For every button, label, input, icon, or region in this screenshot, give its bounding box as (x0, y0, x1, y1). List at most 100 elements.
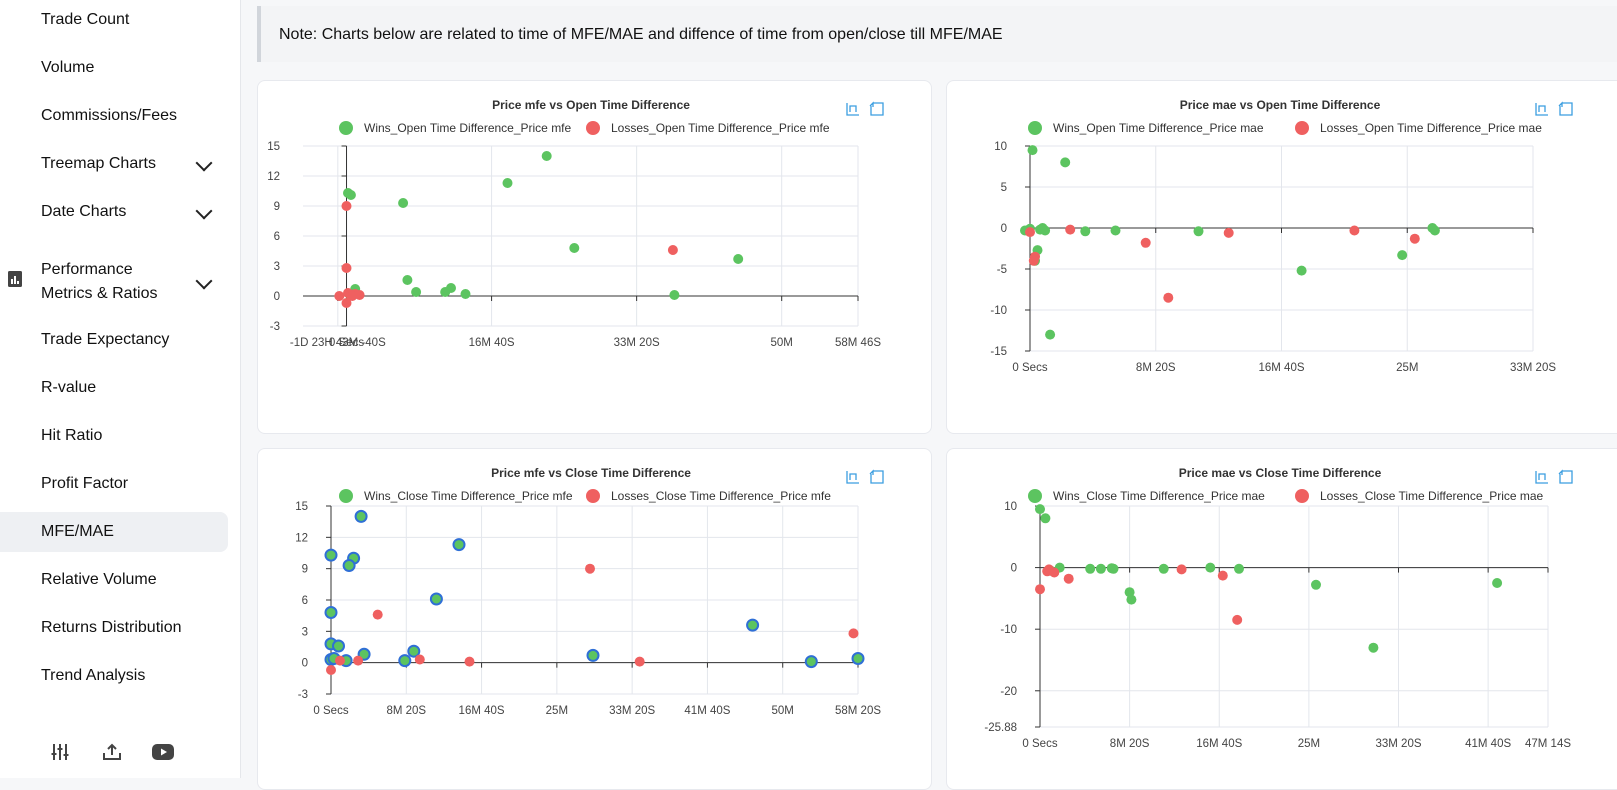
sidebar-item-treemap-charts[interactable]: Treemap Charts (0, 144, 228, 184)
data-point[interactable] (341, 263, 352, 273)
data-point[interactable] (452, 538, 466, 552)
data-point[interactable] (1063, 573, 1074, 584)
data-point[interactable] (541, 151, 552, 161)
sidebar-item-r-value[interactable]: R-value (0, 368, 228, 408)
sidebar-item-commissions-fees[interactable]: Commissions/Fees (0, 96, 228, 136)
legend-item-wins[interactable]: Wins_Open Time Difference_Price mae (1028, 121, 1264, 135)
data-point[interactable] (398, 198, 409, 208)
data-point[interactable] (1035, 504, 1045, 515)
data-point[interactable] (804, 655, 818, 669)
data-point[interactable] (848, 628, 859, 639)
data-point[interactable] (354, 509, 368, 523)
data-point[interactable] (345, 190, 356, 200)
data-point[interactable] (1158, 563, 1169, 574)
legend-item-losses[interactable]: Losses_Close Time Difference_Price mae (1295, 489, 1544, 503)
data-point[interactable] (502, 178, 513, 188)
data-point[interactable] (334, 291, 345, 301)
data-point[interactable] (586, 648, 600, 662)
data-point[interactable] (1223, 227, 1234, 238)
data-point[interactable] (398, 654, 412, 668)
zoom-icon[interactable] (846, 471, 859, 484)
zoom-reset-icon[interactable] (1558, 101, 1573, 116)
data-point[interactable] (1311, 579, 1321, 590)
sidebar-item-date-charts[interactable]: Date Charts (0, 192, 228, 232)
data-point[interactable] (411, 287, 422, 297)
sidebar-item-trade-count[interactable]: Trade Count (0, 0, 228, 40)
data-point[interactable] (332, 639, 345, 653)
data-point[interactable] (1025, 227, 1035, 238)
sidebar-item-mfe-mae[interactable]: MFE/MAE (0, 512, 228, 552)
legend-item-wins[interactable]: Wins_Close Time Difference_Price mfe (339, 489, 573, 503)
data-point[interactable] (669, 290, 680, 300)
data-point[interactable] (1110, 225, 1121, 236)
sidebar-item-volume[interactable]: Volume (0, 48, 228, 88)
data-point[interactable] (464, 656, 475, 667)
zoom-reset-icon[interactable] (1558, 469, 1573, 484)
data-point[interactable] (1140, 237, 1151, 248)
data-point[interactable] (460, 289, 471, 299)
data-point[interactable] (585, 563, 595, 574)
data-point[interactable] (402, 275, 413, 285)
sidebar-item-returns-distribution[interactable]: Returns Distribution (0, 608, 228, 648)
data-point[interactable] (341, 201, 352, 211)
data-point[interactable] (335, 655, 345, 666)
data-point[interactable] (1368, 642, 1379, 653)
data-point[interactable] (1042, 566, 1053, 577)
data-point[interactable] (1060, 157, 1071, 168)
zoom-reset-icon[interactable] (869, 101, 884, 116)
data-point[interactable] (1126, 594, 1137, 605)
data-point[interactable] (569, 243, 580, 253)
data-point[interactable] (1193, 226, 1204, 237)
data-point[interactable] (1232, 614, 1243, 625)
data-point[interactable] (851, 652, 865, 665)
data-point[interactable] (347, 291, 358, 301)
zoom-icon[interactable] (846, 103, 859, 116)
data-point[interactable] (1028, 255, 1039, 266)
data-point[interactable] (372, 609, 383, 620)
data-point[interactable] (1108, 563, 1119, 574)
sidebar-item-hit-ratio[interactable]: Hit Ratio (0, 416, 228, 456)
data-point[interactable] (1397, 250, 1408, 261)
data-point[interactable] (1040, 513, 1051, 524)
data-point[interactable] (1035, 584, 1045, 595)
data-point[interactable] (1040, 225, 1051, 236)
data-point[interactable] (1045, 329, 1056, 340)
data-point[interactable] (1176, 564, 1187, 575)
data-point[interactable] (1234, 563, 1244, 574)
data-point[interactable] (1085, 563, 1096, 574)
sidebar-item-trade-expectancy[interactable]: Trade Expectancy (0, 320, 228, 360)
sidebar-item-profit-factor[interactable]: Profit Factor (0, 464, 228, 504)
zoom-icon[interactable] (1535, 103, 1548, 116)
data-point[interactable] (324, 548, 338, 562)
data-point[interactable] (1205, 562, 1216, 573)
data-point[interactable] (341, 298, 352, 308)
data-point[interactable] (354, 290, 365, 300)
data-point[interactable] (440, 287, 451, 297)
data-point[interactable] (1492, 578, 1503, 588)
data-point[interactable] (324, 606, 338, 619)
zoom-icon[interactable] (1535, 471, 1548, 484)
zoom-reset-icon[interactable] (869, 469, 884, 484)
data-point[interactable] (1409, 233, 1420, 244)
data-point[interactable] (414, 654, 425, 665)
data-point[interactable] (1163, 292, 1174, 303)
data-point[interactable] (746, 618, 760, 632)
legend-item-losses[interactable]: Losses_Open Time Difference_Price mae (1295, 121, 1542, 135)
upload-icon[interactable] (99, 739, 125, 765)
youtube-icon[interactable] (150, 739, 176, 765)
data-point[interactable] (326, 665, 336, 675)
data-point[interactable] (1429, 225, 1440, 236)
legend-item-losses[interactable]: Losses_Open Time Difference_Price mfe (586, 121, 830, 135)
legend-item-losses[interactable]: Losses_Close Time Difference_Price mfe (586, 489, 831, 503)
data-point[interactable] (429, 592, 443, 606)
legend-item-wins[interactable]: Wins_Close Time Difference_Price mae (1028, 489, 1265, 503)
data-point[interactable] (1217, 570, 1228, 581)
data-point[interactable] (1080, 226, 1091, 237)
data-point[interactable] (1027, 145, 1038, 156)
data-point[interactable] (342, 559, 356, 572)
data-point[interactable] (353, 655, 364, 666)
sidebar-item-performance-metrics-ratios[interactable]: Performance Metrics & Ratios (0, 254, 228, 310)
sidebar-item-trend-analysis[interactable]: Trend Analysis (0, 656, 228, 696)
data-point[interactable] (407, 644, 421, 658)
data-point[interactable] (1065, 224, 1076, 235)
